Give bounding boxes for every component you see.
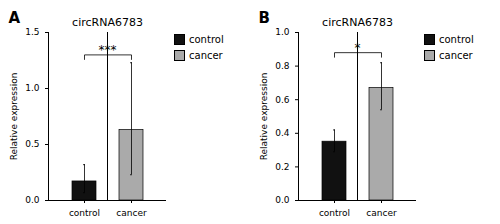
svg-text:control: control bbox=[69, 208, 100, 218]
html-text:control: control bbox=[189, 34, 224, 45]
svg-text:1.0: 1.0 bbox=[275, 27, 290, 37]
svg-text:control: control bbox=[319, 208, 350, 218]
svg-text:circRNA6783: circRNA6783 bbox=[72, 16, 143, 29]
svg-text:circRNA6783: circRNA6783 bbox=[322, 16, 393, 29]
svg-text:Relative expression: Relative expression bbox=[259, 73, 269, 161]
svg-text:B: B bbox=[259, 9, 270, 27]
html-text:control: control bbox=[439, 34, 474, 45]
svg-text:0.0: 0.0 bbox=[25, 195, 40, 205]
svg-text:cancer: cancer bbox=[116, 208, 147, 218]
svg-text:0.2: 0.2 bbox=[275, 162, 289, 172]
svg-text:Relative expression: Relative expression bbox=[9, 73, 19, 161]
html-text:cancer: cancer bbox=[439, 50, 473, 61]
svg-text:cancer: cancer bbox=[366, 208, 397, 218]
svg-text:1.5: 1.5 bbox=[25, 27, 39, 37]
html-text:cancer: cancer bbox=[189, 50, 223, 61]
svg-text:0.8: 0.8 bbox=[275, 61, 290, 71]
svg-text:1.0: 1.0 bbox=[25, 83, 40, 93]
svg-text:0.0: 0.0 bbox=[275, 195, 290, 205]
svg-text:0.4: 0.4 bbox=[275, 128, 290, 138]
svg-text:0.5: 0.5 bbox=[25, 139, 39, 149]
svg-text:0.6: 0.6 bbox=[275, 95, 290, 105]
svg-text:A: A bbox=[9, 9, 21, 27]
